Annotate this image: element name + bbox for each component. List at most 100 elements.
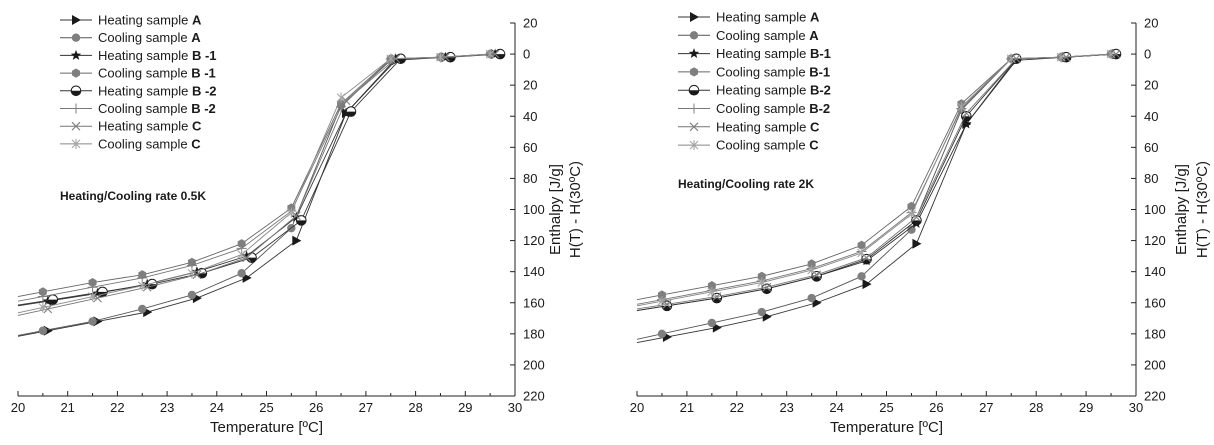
x-tick-label: 27 bbox=[979, 400, 993, 415]
data-point bbox=[912, 238, 922, 249]
rate-annotation: Heating/Cooling rate 2K bbox=[678, 177, 814, 191]
legend-label: Heating sample A bbox=[98, 13, 202, 28]
x-tick-label: 22 bbox=[730, 400, 744, 415]
series-1 bbox=[636, 49, 1122, 343]
x-tick-label: 26 bbox=[309, 400, 323, 415]
data-point bbox=[38, 326, 48, 335]
data-point bbox=[47, 294, 59, 305]
data-point bbox=[761, 283, 773, 295]
data-point bbox=[93, 293, 102, 303]
data-point bbox=[707, 286, 717, 297]
legend-swatch-marker bbox=[71, 33, 81, 42]
legend-label-sample-id: A bbox=[810, 10, 820, 25]
y-tick-label: 20 bbox=[1144, 78, 1158, 93]
data-point bbox=[286, 207, 296, 218]
data-point bbox=[757, 307, 766, 317]
data-point bbox=[142, 282, 152, 292]
data-point bbox=[485, 49, 495, 60]
data-point bbox=[137, 280, 147, 291]
y-tick-label: 40 bbox=[1144, 109, 1158, 124]
y-axis-label-secondary: H(T) - H(30ºC) bbox=[1194, 161, 1211, 258]
y-tick-label: 40 bbox=[523, 109, 537, 124]
legend-item: Heating sample B-1 bbox=[678, 46, 831, 61]
data-point bbox=[292, 235, 302, 246]
data-point bbox=[187, 290, 197, 300]
legend-label: Heating sample B -2 bbox=[98, 83, 217, 98]
data-point bbox=[657, 329, 667, 339]
data-point bbox=[336, 92, 346, 103]
y-tick-label: 120 bbox=[1144, 233, 1166, 248]
legend-label-sample-id: C bbox=[809, 138, 819, 153]
legend-label: Cooling sample A bbox=[716, 28, 819, 43]
legend-label: Cooling sample B-1 bbox=[716, 64, 830, 79]
y-tick-label: 100 bbox=[1144, 202, 1166, 217]
legend-label-sample-id: B -2 bbox=[192, 83, 217, 98]
series-2 bbox=[636, 49, 1116, 340]
legend-swatch-marker bbox=[690, 12, 699, 22]
y-tick-label: 80 bbox=[523, 171, 537, 186]
x-tick-label: 21 bbox=[60, 400, 74, 415]
y-tick-label: 20 bbox=[1144, 16, 1158, 31]
y-tick-label: 180 bbox=[1144, 326, 1166, 341]
legend-item: Cooling sample B -2 bbox=[60, 101, 216, 116]
y-tick-label: 180 bbox=[523, 326, 545, 341]
x-tick-label: 27 bbox=[359, 400, 373, 415]
series-line bbox=[17, 53, 496, 316]
data-point bbox=[436, 52, 445, 63]
x-tick-label: 22 bbox=[110, 400, 124, 415]
x-tick-label: 28 bbox=[408, 400, 422, 415]
y-tick-label: 100 bbox=[523, 202, 545, 217]
legend-label-sample-id: B -2 bbox=[191, 101, 216, 116]
x-tick-label: 23 bbox=[160, 400, 174, 415]
data-point bbox=[811, 271, 822, 282]
legend-swatch-marker bbox=[70, 85, 82, 97]
x-tick-label: 21 bbox=[680, 400, 694, 415]
data-point bbox=[237, 249, 247, 260]
legend-item: Cooling sample B-2 bbox=[678, 101, 830, 116]
legend-label-sample-id: C bbox=[192, 119, 202, 134]
data-point bbox=[1006, 53, 1016, 64]
data-point bbox=[43, 304, 53, 314]
x-tick-label: 30 bbox=[1129, 400, 1143, 415]
y-tick-label: 220 bbox=[523, 389, 545, 404]
legend-label: Cooling sample C bbox=[716, 138, 819, 153]
x-tick-label: 30 bbox=[508, 400, 522, 415]
legend-item: Cooling sample C bbox=[60, 136, 201, 151]
legend-label: Heating sample B-2 bbox=[716, 83, 831, 98]
legend-item: Heating sample C bbox=[60, 119, 202, 134]
series-line bbox=[17, 53, 501, 306]
series-3 bbox=[17, 48, 501, 307]
data-point bbox=[657, 296, 667, 307]
data-point bbox=[1056, 52, 1066, 63]
legend-label: Heating sample B-1 bbox=[716, 46, 831, 61]
legend-label: Cooling sample C bbox=[98, 136, 201, 151]
y-tick-label: 160 bbox=[1144, 295, 1166, 310]
legend-label: Heating sample A bbox=[716, 10, 820, 25]
legend-swatch-marker bbox=[689, 31, 699, 40]
data-point bbox=[242, 253, 252, 263]
data-point bbox=[912, 212, 921, 222]
data-point bbox=[857, 240, 866, 250]
series-line bbox=[636, 53, 1112, 340]
data-point bbox=[88, 317, 97, 326]
x-tick-label: 25 bbox=[879, 400, 893, 415]
legend-swatch-marker bbox=[689, 140, 699, 151]
y-tick-label: 60 bbox=[523, 140, 537, 155]
series-7 bbox=[17, 49, 500, 316]
legend-label-sample-id: B-2 bbox=[809, 101, 830, 116]
data-point bbox=[88, 291, 97, 302]
data-point bbox=[336, 101, 347, 112]
data-point bbox=[386, 53, 396, 64]
data-point bbox=[757, 277, 767, 288]
y-tick-label: 60 bbox=[1144, 140, 1158, 155]
legend-item: Cooling sample A bbox=[678, 28, 819, 43]
y-tick-label: 140 bbox=[1144, 264, 1166, 279]
y-tick-label: 0 bbox=[1144, 47, 1151, 62]
legend-label: Heating sample C bbox=[716, 119, 820, 134]
y-tick-label: 20 bbox=[523, 16, 537, 31]
legend-swatch-marker bbox=[689, 122, 699, 132]
y-tick-label: 140 bbox=[523, 264, 545, 279]
x-tick-label: 29 bbox=[458, 400, 472, 415]
